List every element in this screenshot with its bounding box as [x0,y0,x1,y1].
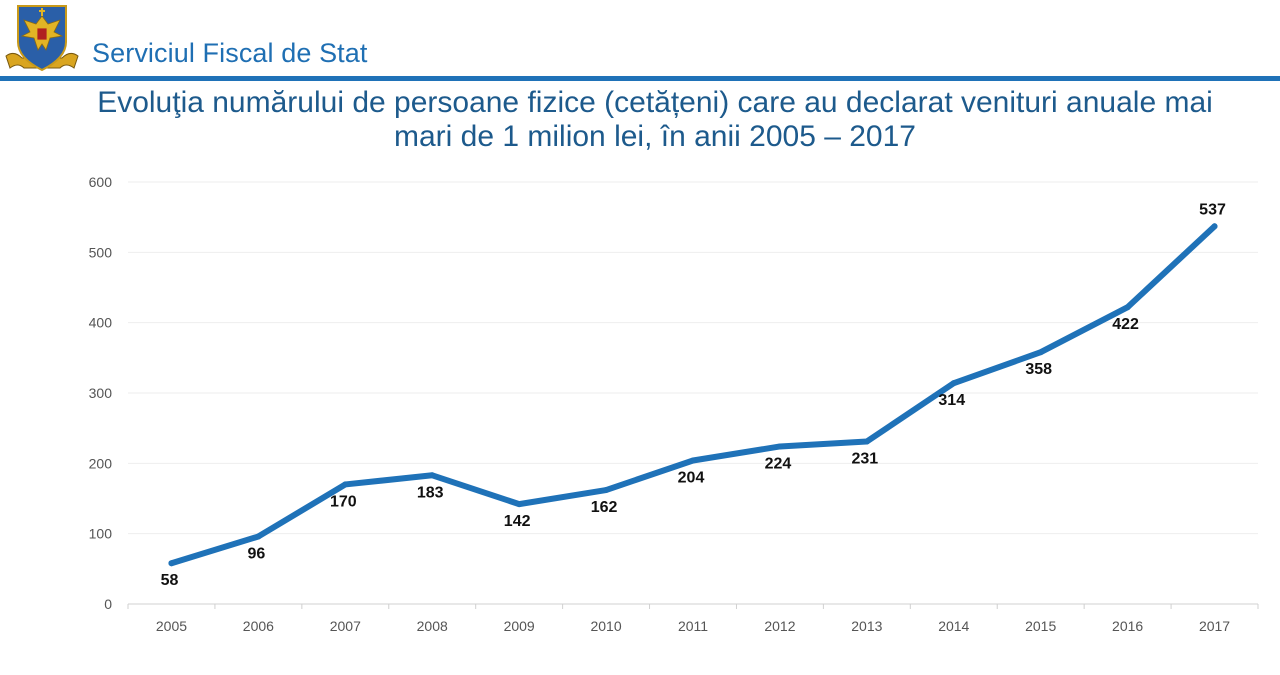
data-label: 314 [938,392,965,409]
x-tick-label: 2014 [938,618,969,634]
chart-title: Evoluţia numărului de persoane fizice (c… [40,86,1270,154]
data-label: 422 [1112,316,1139,333]
y-tick-label: 300 [89,385,113,401]
data-point [863,438,870,445]
y-tick-label: 400 [89,315,113,331]
y-tick-label: 600 [89,174,113,190]
data-point [776,443,783,450]
data-label: 58 [161,572,179,589]
x-tick-label: 2011 [678,618,708,634]
data-label: 224 [765,455,792,472]
data-point [168,560,175,567]
x-tick-label: 2012 [764,618,795,634]
data-point [603,487,610,494]
x-tick-label: 2016 [1112,618,1143,634]
x-tick-label: 2013 [851,618,882,634]
data-label: 162 [591,499,618,516]
x-tick-label: 2017 [1199,618,1230,634]
x-tick-label: 2006 [243,618,274,634]
x-tick-label: 2008 [417,618,448,634]
y-tick-label: 0 [104,596,112,612]
series-line [168,223,1218,567]
data-label: 231 [851,451,878,468]
data-point [1124,304,1131,311]
data-label: 204 [678,470,705,487]
data-point [1037,349,1044,356]
x-tick-label: 2005 [156,618,187,634]
x-tick-label: 2007 [330,618,361,634]
data-point [690,457,696,464]
chart-title-line-1: Evoluţia numărului de persoane fizice (c… [97,86,1213,119]
data-point [429,472,436,479]
chart-title-line-2: mari de 1 milion lei, în anii 2005 – 201… [394,120,916,153]
y-tick-label: 200 [89,455,113,471]
data-label: 358 [1025,361,1052,378]
y-tick-label: 500 [89,244,113,260]
data-point [342,481,349,488]
data-point [516,501,523,508]
header: Serviciul Fiscal de Stat [0,0,1280,81]
data-label: 142 [504,513,531,530]
data-label: 96 [247,545,265,562]
x-tick-label: 2015 [1025,618,1056,634]
data-point [950,380,957,387]
data-label: 170 [330,493,357,510]
y-tick-label: 100 [89,526,113,542]
header-divider [0,76,1280,81]
x-tick-label: 2010 [590,618,621,634]
data-label: 537 [1199,201,1226,218]
coat-of-arms-icon [5,5,79,72]
data-point [1211,223,1218,230]
data-point [255,533,262,540]
data-label: 183 [417,484,444,501]
organization-name: Serviciul Fiscal de Stat [92,38,368,68]
x-tick-label: 2009 [504,618,535,634]
